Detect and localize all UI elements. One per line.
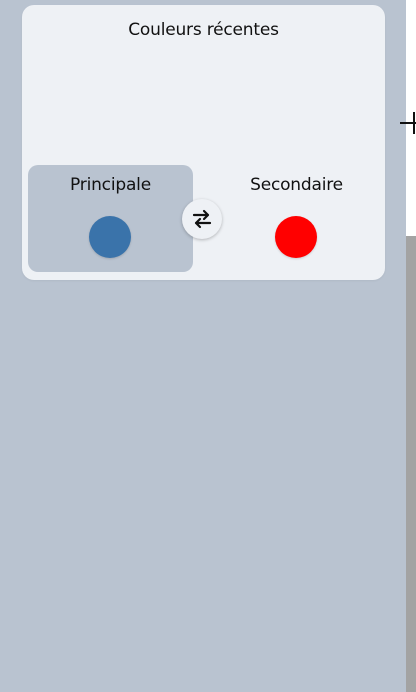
primary-color-label: Principale bbox=[70, 175, 151, 195]
swap-arrows-icon bbox=[192, 209, 212, 229]
secondary-color-label: Secondaire bbox=[250, 175, 343, 195]
secondary-color-selector[interactable]: Secondaire bbox=[214, 165, 379, 272]
primary-color-swatch[interactable] bbox=[89, 216, 131, 258]
canvas-edge bbox=[406, 0, 416, 692]
recent-colors-title: Couleurs récentes bbox=[128, 20, 279, 40]
secondary-color-swatch[interactable] bbox=[275, 216, 317, 258]
swap-colors-button[interactable] bbox=[182, 199, 222, 239]
primary-color-selector[interactable]: Principale bbox=[28, 165, 193, 272]
canvas-area[interactable] bbox=[406, 0, 416, 236]
recent-colors-card: Couleurs récentes Principale Secondaire bbox=[22, 5, 385, 280]
